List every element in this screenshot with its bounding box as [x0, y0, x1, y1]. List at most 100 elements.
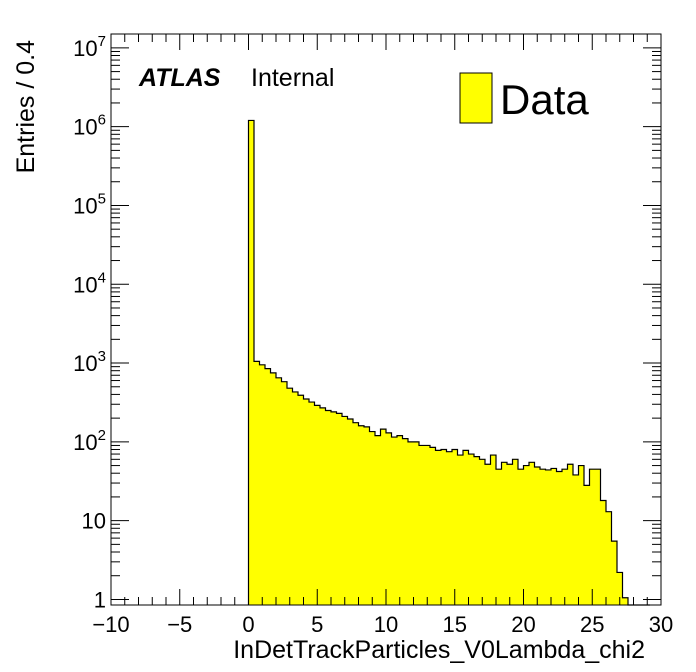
- histogram-bar: [276, 377, 282, 605]
- histogram-bar: [320, 407, 326, 605]
- x-axis-ticks: [110, 34, 662, 605]
- histogram-bar: [270, 372, 277, 605]
- histogram-bar: [523, 465, 530, 605]
- x-tick-label: 30: [649, 612, 673, 637]
- histogram-bar: [331, 411, 337, 605]
- x-tick-label: 25: [580, 612, 604, 637]
- histogram-bar: [518, 469, 524, 605]
- histogram-bar: [254, 361, 260, 605]
- histogram-bar: [430, 447, 436, 605]
- histogram-bar: [512, 459, 519, 605]
- internal-label: Internal: [251, 64, 334, 92]
- x-tick-label: 20: [511, 612, 535, 637]
- histogram-bar: [424, 445, 431, 605]
- histogram-bar: [567, 464, 574, 605]
- histogram-bar: [303, 398, 310, 605]
- histogram-bar: [479, 459, 486, 605]
- y-axis-ticks: [111, 47, 661, 600]
- histogram-bar: [540, 469, 546, 605]
- y-tick-label: 107: [73, 33, 106, 61]
- x-tick-label: −10: [92, 612, 129, 637]
- histogram-bar: [353, 422, 359, 605]
- histogram-bar: [342, 416, 348, 605]
- histogram-bar: [468, 454, 475, 605]
- histogram-bar: [611, 541, 618, 605]
- histogram-bar: [314, 405, 321, 605]
- histogram-bar: [292, 391, 299, 605]
- atlas-label: ATLAS: [138, 64, 221, 92]
- histogram-bar: [600, 500, 607, 605]
- histogram-bar: [391, 437, 398, 605]
- histogram-bar: [556, 471, 563, 605]
- histogram-bar: [595, 469, 601, 605]
- histogram-bar: [562, 469, 568, 605]
- histogram-bar: [501, 462, 508, 605]
- histogram-outline: [247, 119, 650, 606]
- histogram-bar: [419, 445, 425, 605]
- histogram-bar: [397, 435, 403, 605]
- histogram-bar: [584, 485, 590, 605]
- histogram-bar: [578, 465, 585, 605]
- histogram-bar: [265, 368, 271, 605]
- histogram-bar: [248, 120, 255, 606]
- histogram-bar: [485, 464, 491, 605]
- histogram-bar: [298, 395, 304, 605]
- x-tick-label: 15: [443, 612, 467, 637]
- histogram-bar: [474, 456, 480, 605]
- histogram-bar: [496, 469, 502, 605]
- histogram-bar: [457, 455, 464, 605]
- histogram-bar: [402, 438, 409, 605]
- histogram-bar: [534, 466, 541, 605]
- y-tick-label: 104: [73, 269, 106, 297]
- histogram-bar: [435, 450, 442, 605]
- histogram-bar: [287, 388, 293, 605]
- histogram-bar: [347, 419, 354, 605]
- histogram-bar: [375, 435, 381, 605]
- histogram-bar: [386, 432, 392, 605]
- histogram-bar: [380, 429, 387, 605]
- x-tick-label: −5: [167, 612, 192, 637]
- histogram-bar: [507, 464, 513, 605]
- histogram-bar: [413, 441, 420, 605]
- legend-swatch-data: [459, 72, 493, 124]
- histogram-bar: [364, 426, 370, 605]
- y-axis-title: Entries / 0.4: [12, 40, 40, 173]
- y-tick-label: 105: [73, 190, 106, 218]
- histogram-bar: [325, 410, 332, 605]
- histogram-bar: [358, 425, 365, 605]
- y-tick-label: 10: [82, 509, 106, 534]
- histogram-bar: [259, 364, 266, 605]
- x-axis-title: InDetTrackParticles_V0Lambda_chi2: [233, 636, 645, 664]
- histogram-bar: [309, 402, 315, 605]
- histogram-bar: [551, 468, 557, 605]
- histogram-bar: [617, 572, 623, 605]
- y-tick-label: 1: [94, 587, 106, 612]
- histogram-bar: [452, 449, 458, 605]
- x-tick-label: 5: [311, 612, 323, 637]
- x-tick-label: 0: [242, 612, 254, 637]
- histogram-bar: [446, 451, 453, 605]
- histogram-bar: [408, 441, 414, 605]
- histogram-bar: [545, 469, 552, 605]
- histogram-bar: [441, 449, 447, 605]
- histogram-bar: [573, 474, 579, 605]
- x-axis-tick-labels: −10 −5 0 5 10 15 20 25 30: [92, 612, 673, 637]
- histogram-bar: [369, 431, 376, 605]
- x-tick-label: 10: [374, 612, 398, 637]
- y-tick-label: 102: [73, 427, 106, 455]
- histogram-bar: [490, 455, 497, 605]
- legend-label-data: Data: [500, 76, 589, 123]
- histogram-bar: [463, 450, 469, 605]
- histogram-bar: [281, 381, 288, 605]
- histogram-bar: [606, 511, 612, 605]
- legend: Data: [459, 72, 589, 124]
- histogram-bar: [529, 462, 535, 605]
- histogram-bars: [247, 119, 650, 606]
- histogram-bar: [336, 413, 343, 605]
- y-tick-label: 103: [73, 348, 106, 376]
- histogram-bar: [622, 597, 629, 605]
- y-tick-label: 106: [73, 112, 106, 140]
- y-axis-tick-labels: 1 10 102 103 104 105 106 107: [73, 33, 106, 613]
- histogram-bar: [589, 469, 596, 605]
